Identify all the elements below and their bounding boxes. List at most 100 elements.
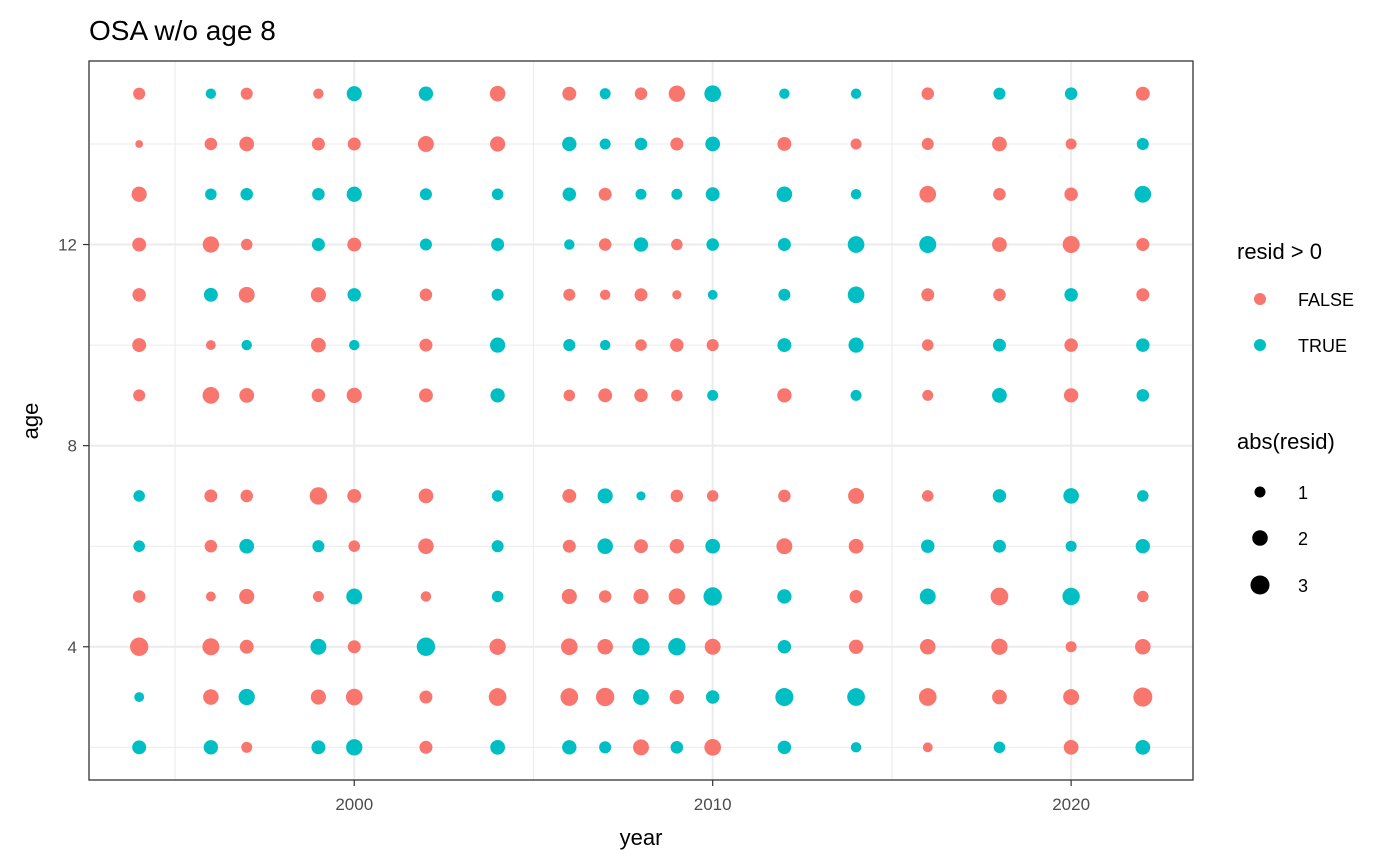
point-negative-resid <box>132 338 147 353</box>
point-negative-resid <box>1064 338 1078 352</box>
point-negative-resid <box>241 741 253 753</box>
point-positive-resid <box>777 238 791 252</box>
point-negative-resid <box>239 136 255 152</box>
legend-abs-resid: abs(resid) 1 2 3 <box>1237 429 1335 596</box>
point-positive-resid <box>312 187 325 201</box>
point-negative-resid <box>240 87 253 100</box>
point-positive-resid <box>133 490 145 502</box>
point-positive-resid <box>491 590 504 603</box>
point-negative-resid <box>239 588 255 605</box>
point-negative-resid <box>672 290 682 300</box>
point-negative-resid <box>778 489 791 503</box>
point-negative-resid <box>418 488 434 504</box>
legend-size-3-key <box>1250 575 1270 595</box>
y-axis: 4 8 12 <box>58 236 89 657</box>
point-negative-resid <box>133 87 146 100</box>
point-positive-resid <box>775 688 794 707</box>
point-negative-resid <box>311 388 326 403</box>
point-positive-resid <box>704 85 722 103</box>
point-positive-resid <box>240 187 253 201</box>
x-tick-label: 2020 <box>1052 795 1090 814</box>
point-positive-resid <box>847 286 865 304</box>
point-positive-resid <box>346 186 362 202</box>
point-negative-resid <box>309 487 328 505</box>
legend-false-label: FALSE <box>1298 290 1354 310</box>
point-positive-resid <box>1136 137 1149 150</box>
point-positive-resid <box>992 539 1006 553</box>
point-negative-resid <box>202 236 220 253</box>
point-negative-resid <box>239 639 254 654</box>
point-positive-resid <box>671 188 683 200</box>
point-negative-resid <box>704 738 722 756</box>
point-negative-resid <box>634 288 648 302</box>
point-positive-resid <box>1064 87 1078 100</box>
point-positive-resid <box>1136 389 1150 402</box>
point-negative-resid <box>417 135 434 152</box>
point-positive-resid <box>707 289 718 300</box>
point-positive-resid <box>133 540 145 552</box>
point-negative-resid <box>418 538 434 554</box>
point-negative-resid <box>562 539 576 553</box>
point-positive-resid <box>562 740 577 755</box>
point-positive-resid <box>203 740 219 755</box>
point-positive-resid <box>1063 488 1079 504</box>
point-negative-resid <box>489 638 506 655</box>
point-negative-resid <box>563 288 576 301</box>
point-negative-resid <box>345 688 363 706</box>
point-positive-resid <box>707 389 719 401</box>
point-negative-resid <box>633 588 649 605</box>
point-negative-resid <box>921 87 935 100</box>
point-positive-resid <box>777 589 792 604</box>
point-negative-resid <box>488 688 507 706</box>
chart-title: OSA w/o age 8 <box>89 15 276 46</box>
point-negative-resid <box>669 539 685 554</box>
point-positive-resid <box>778 288 791 301</box>
point-negative-resid <box>239 387 255 403</box>
point-negative-resid <box>598 238 612 251</box>
plot-panel <box>88 60 1194 781</box>
point-positive-resid <box>419 238 432 251</box>
point-negative-resid <box>706 339 719 352</box>
point-negative-resid <box>419 288 433 302</box>
point-negative-resid <box>1065 641 1077 653</box>
point-positive-resid <box>134 692 145 702</box>
point-positive-resid <box>239 538 255 554</box>
legend-size-2-key <box>1252 530 1268 546</box>
point-positive-resid <box>491 490 504 502</box>
point-positive-resid <box>992 338 1006 352</box>
point-negative-resid <box>634 539 648 554</box>
point-negative-resid <box>1063 689 1080 706</box>
point-negative-resid <box>418 388 433 403</box>
point-negative-resid <box>706 490 719 502</box>
point-positive-resid <box>597 488 613 504</box>
point-negative-resid <box>1062 236 1080 254</box>
point-positive-resid <box>1064 288 1078 302</box>
x-tick-label: 2010 <box>694 795 732 814</box>
point-negative-resid <box>131 186 147 202</box>
legend-true-label: TRUE <box>1298 336 1347 356</box>
point-negative-resid <box>419 740 433 754</box>
plot-background <box>89 61 1193 780</box>
point-positive-resid <box>205 188 217 201</box>
point-positive-resid <box>670 741 684 754</box>
point-negative-resid <box>560 688 579 706</box>
point-negative-resid <box>993 288 1006 302</box>
point-negative-resid <box>1137 590 1149 603</box>
point-negative-resid <box>921 490 934 502</box>
point-negative-resid <box>848 538 864 554</box>
point-positive-resid <box>633 689 649 706</box>
legend-size-2-label: 2 <box>1298 529 1308 549</box>
point-positive-resid <box>993 741 1006 754</box>
x-axis-title: year <box>620 825 663 850</box>
point-negative-resid <box>777 388 792 403</box>
point-negative-resid <box>704 638 721 655</box>
point-positive-resid <box>203 287 218 302</box>
point-negative-resid <box>777 137 792 151</box>
legend-true-key <box>1254 339 1266 351</box>
point-negative-resid <box>347 137 361 151</box>
point-negative-resid <box>1136 238 1150 252</box>
point-positive-resid <box>1134 185 1152 203</box>
point-positive-resid <box>241 339 252 351</box>
point-positive-resid <box>311 238 325 252</box>
point-negative-resid <box>776 538 793 555</box>
